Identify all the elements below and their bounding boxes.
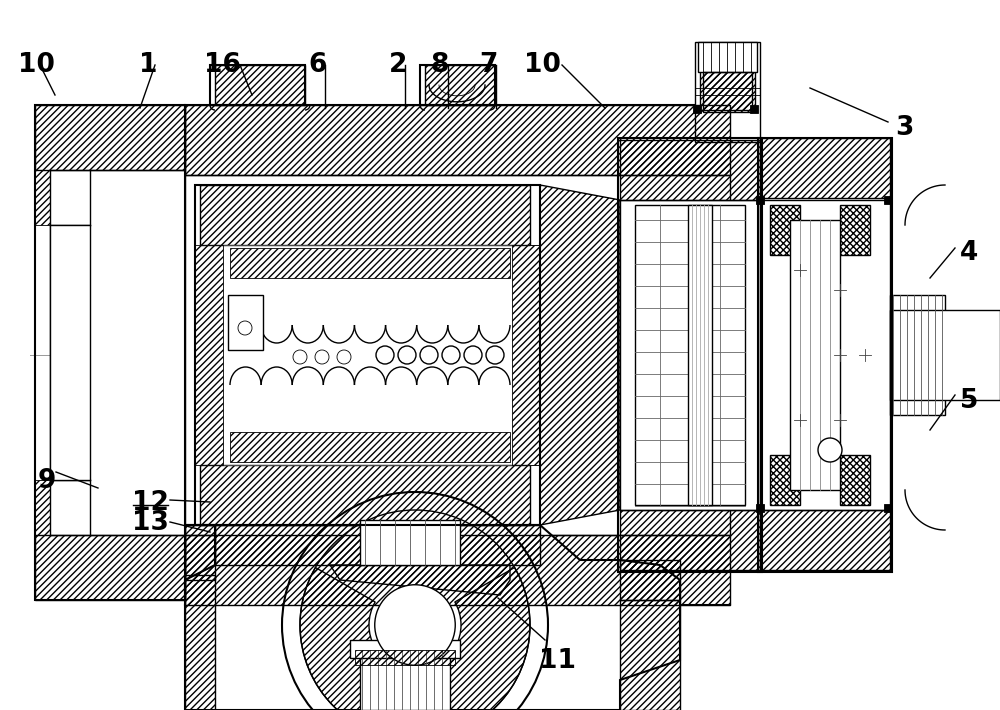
- Bar: [750, 105, 758, 113]
- Bar: [215, 65, 305, 105]
- Bar: [620, 510, 760, 570]
- Bar: [228, 295, 263, 350]
- Text: 16: 16: [204, 52, 240, 78]
- Bar: [695, 42, 760, 142]
- Bar: [35, 170, 50, 225]
- Bar: [50, 225, 90, 480]
- Bar: [350, 640, 460, 658]
- Bar: [620, 560, 680, 600]
- Bar: [620, 200, 760, 510]
- Bar: [840, 205, 870, 255]
- Bar: [688, 205, 712, 505]
- Circle shape: [398, 346, 416, 364]
- Bar: [425, 65, 495, 105]
- Text: 5: 5: [960, 388, 978, 414]
- Text: 6: 6: [309, 52, 327, 78]
- Bar: [760, 510, 890, 570]
- Polygon shape: [185, 525, 680, 710]
- Circle shape: [376, 346, 394, 364]
- Bar: [890, 295, 945, 415]
- Bar: [355, 650, 455, 665]
- Bar: [770, 455, 800, 505]
- Bar: [770, 205, 800, 255]
- Bar: [884, 504, 892, 512]
- Text: 4: 4: [960, 240, 978, 266]
- Bar: [230, 432, 510, 462]
- Bar: [693, 105, 701, 113]
- Circle shape: [818, 438, 842, 462]
- Bar: [790, 220, 840, 490]
- Bar: [185, 575, 215, 710]
- Bar: [620, 600, 680, 710]
- Bar: [698, 42, 757, 72]
- Text: 2: 2: [389, 52, 407, 78]
- Bar: [756, 504, 764, 512]
- Circle shape: [464, 346, 482, 364]
- Bar: [512, 245, 540, 465]
- Text: 13: 13: [132, 510, 168, 536]
- Bar: [215, 525, 540, 565]
- Bar: [35, 535, 185, 600]
- Text: 10: 10: [18, 52, 55, 78]
- Text: 12: 12: [132, 490, 168, 516]
- Bar: [195, 245, 223, 465]
- Text: 10: 10: [524, 52, 560, 78]
- Bar: [884, 196, 892, 204]
- Bar: [620, 140, 760, 200]
- Circle shape: [420, 346, 438, 364]
- Circle shape: [293, 350, 307, 364]
- Text: 9: 9: [38, 468, 56, 494]
- Bar: [635, 205, 745, 505]
- Circle shape: [315, 350, 329, 364]
- Circle shape: [442, 346, 460, 364]
- Text: 11: 11: [540, 648, 576, 674]
- Bar: [35, 105, 185, 170]
- Bar: [185, 105, 730, 175]
- Text: 1: 1: [139, 52, 157, 78]
- Bar: [35, 480, 50, 535]
- Bar: [360, 650, 450, 710]
- Bar: [700, 55, 755, 110]
- Bar: [200, 185, 530, 245]
- Circle shape: [375, 585, 455, 665]
- Bar: [230, 248, 510, 278]
- Bar: [890, 310, 1000, 400]
- Bar: [185, 525, 215, 580]
- Bar: [185, 175, 730, 535]
- Circle shape: [337, 350, 351, 364]
- Bar: [50, 170, 185, 535]
- Text: 7: 7: [479, 52, 497, 78]
- Bar: [703, 72, 752, 112]
- Text: 8: 8: [431, 52, 449, 78]
- Bar: [760, 200, 890, 510]
- Circle shape: [238, 321, 252, 335]
- Bar: [756, 196, 764, 204]
- Text: 3: 3: [895, 115, 913, 141]
- Bar: [760, 138, 890, 198]
- Circle shape: [486, 346, 504, 364]
- Bar: [840, 455, 870, 505]
- Bar: [185, 535, 730, 605]
- Polygon shape: [360, 520, 460, 565]
- Bar: [200, 465, 530, 525]
